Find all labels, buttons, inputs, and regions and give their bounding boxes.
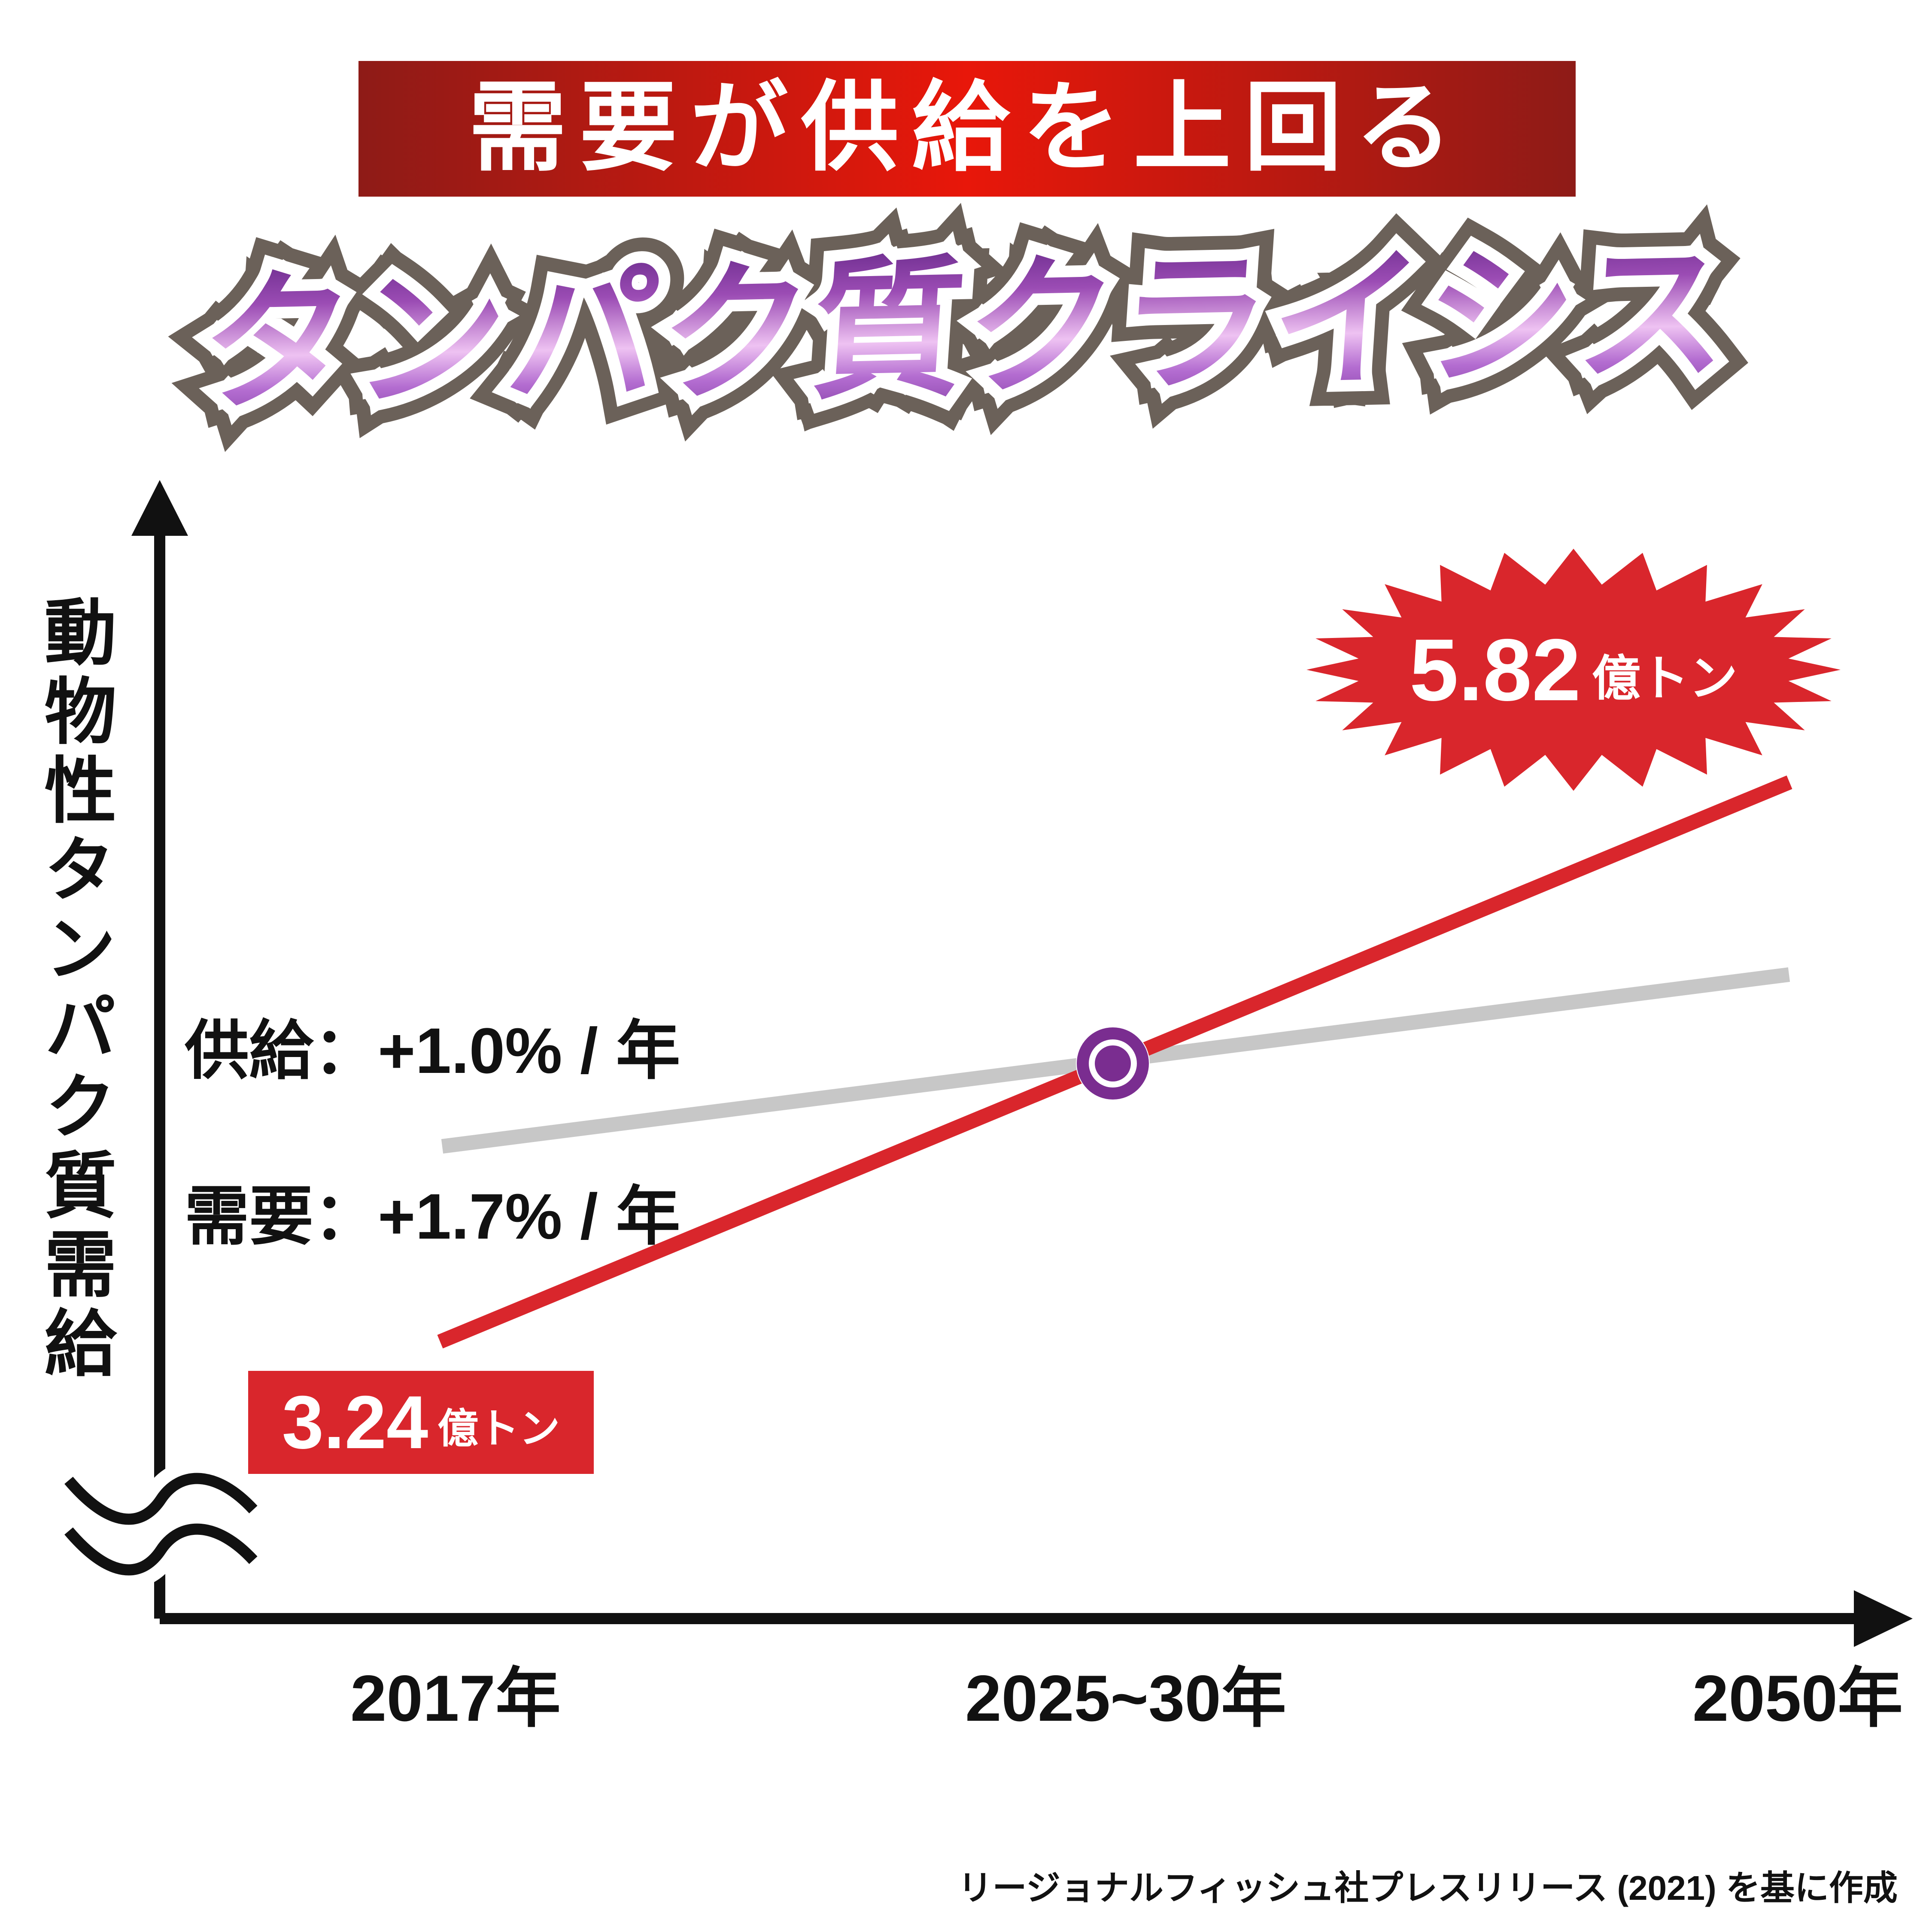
- starburst-badge-shape: [1306, 549, 1841, 791]
- source-attribution: リージョナルフィッシュ社プレスリリース (2021) を基に作成: [958, 1869, 1898, 1907]
- x-tick-2025-30: 2025~30年: [965, 1662, 1286, 1735]
- end-value-unit: 億トン: [1592, 651, 1738, 705]
- x-axis-arrowhead-icon: [1854, 1590, 1913, 1647]
- intersection-marker-dot: [1095, 1045, 1131, 1081]
- y-axis-arrowhead-icon: [131, 480, 188, 536]
- y-axis-label: 動物性タンパク質需給: [34, 595, 115, 1385]
- start-value: 3.24: [282, 1380, 428, 1464]
- axis-break-wave1: [64, 1473, 258, 1525]
- supply-rate-label: 供給：+1.0% / 年: [185, 1015, 680, 1087]
- banner-text: 需要が供給を上回る: [468, 75, 1466, 183]
- axis-break-wave2: [64, 1523, 258, 1576]
- start-value-badge: 3.24 億トン: [248, 1371, 594, 1474]
- axis-break-icon: [54, 1459, 267, 1589]
- end-value-badge: 5.82 億トン: [1309, 599, 1838, 741]
- intersection-marker-ring: [1077, 1027, 1149, 1100]
- x-tick-2050: 2050年: [1692, 1662, 1903, 1735]
- top-banner: 需要が供給を上回る: [358, 61, 1576, 197]
- end-value: 5.82: [1410, 620, 1581, 719]
- x-tick-2017: 2017年: [350, 1662, 561, 1735]
- demand-rate-label: 需要：+1.7% / 年: [185, 1180, 680, 1252]
- intersection-marker: [1076, 1027, 1150, 1100]
- start-value-unit: 億トン: [437, 1406, 560, 1452]
